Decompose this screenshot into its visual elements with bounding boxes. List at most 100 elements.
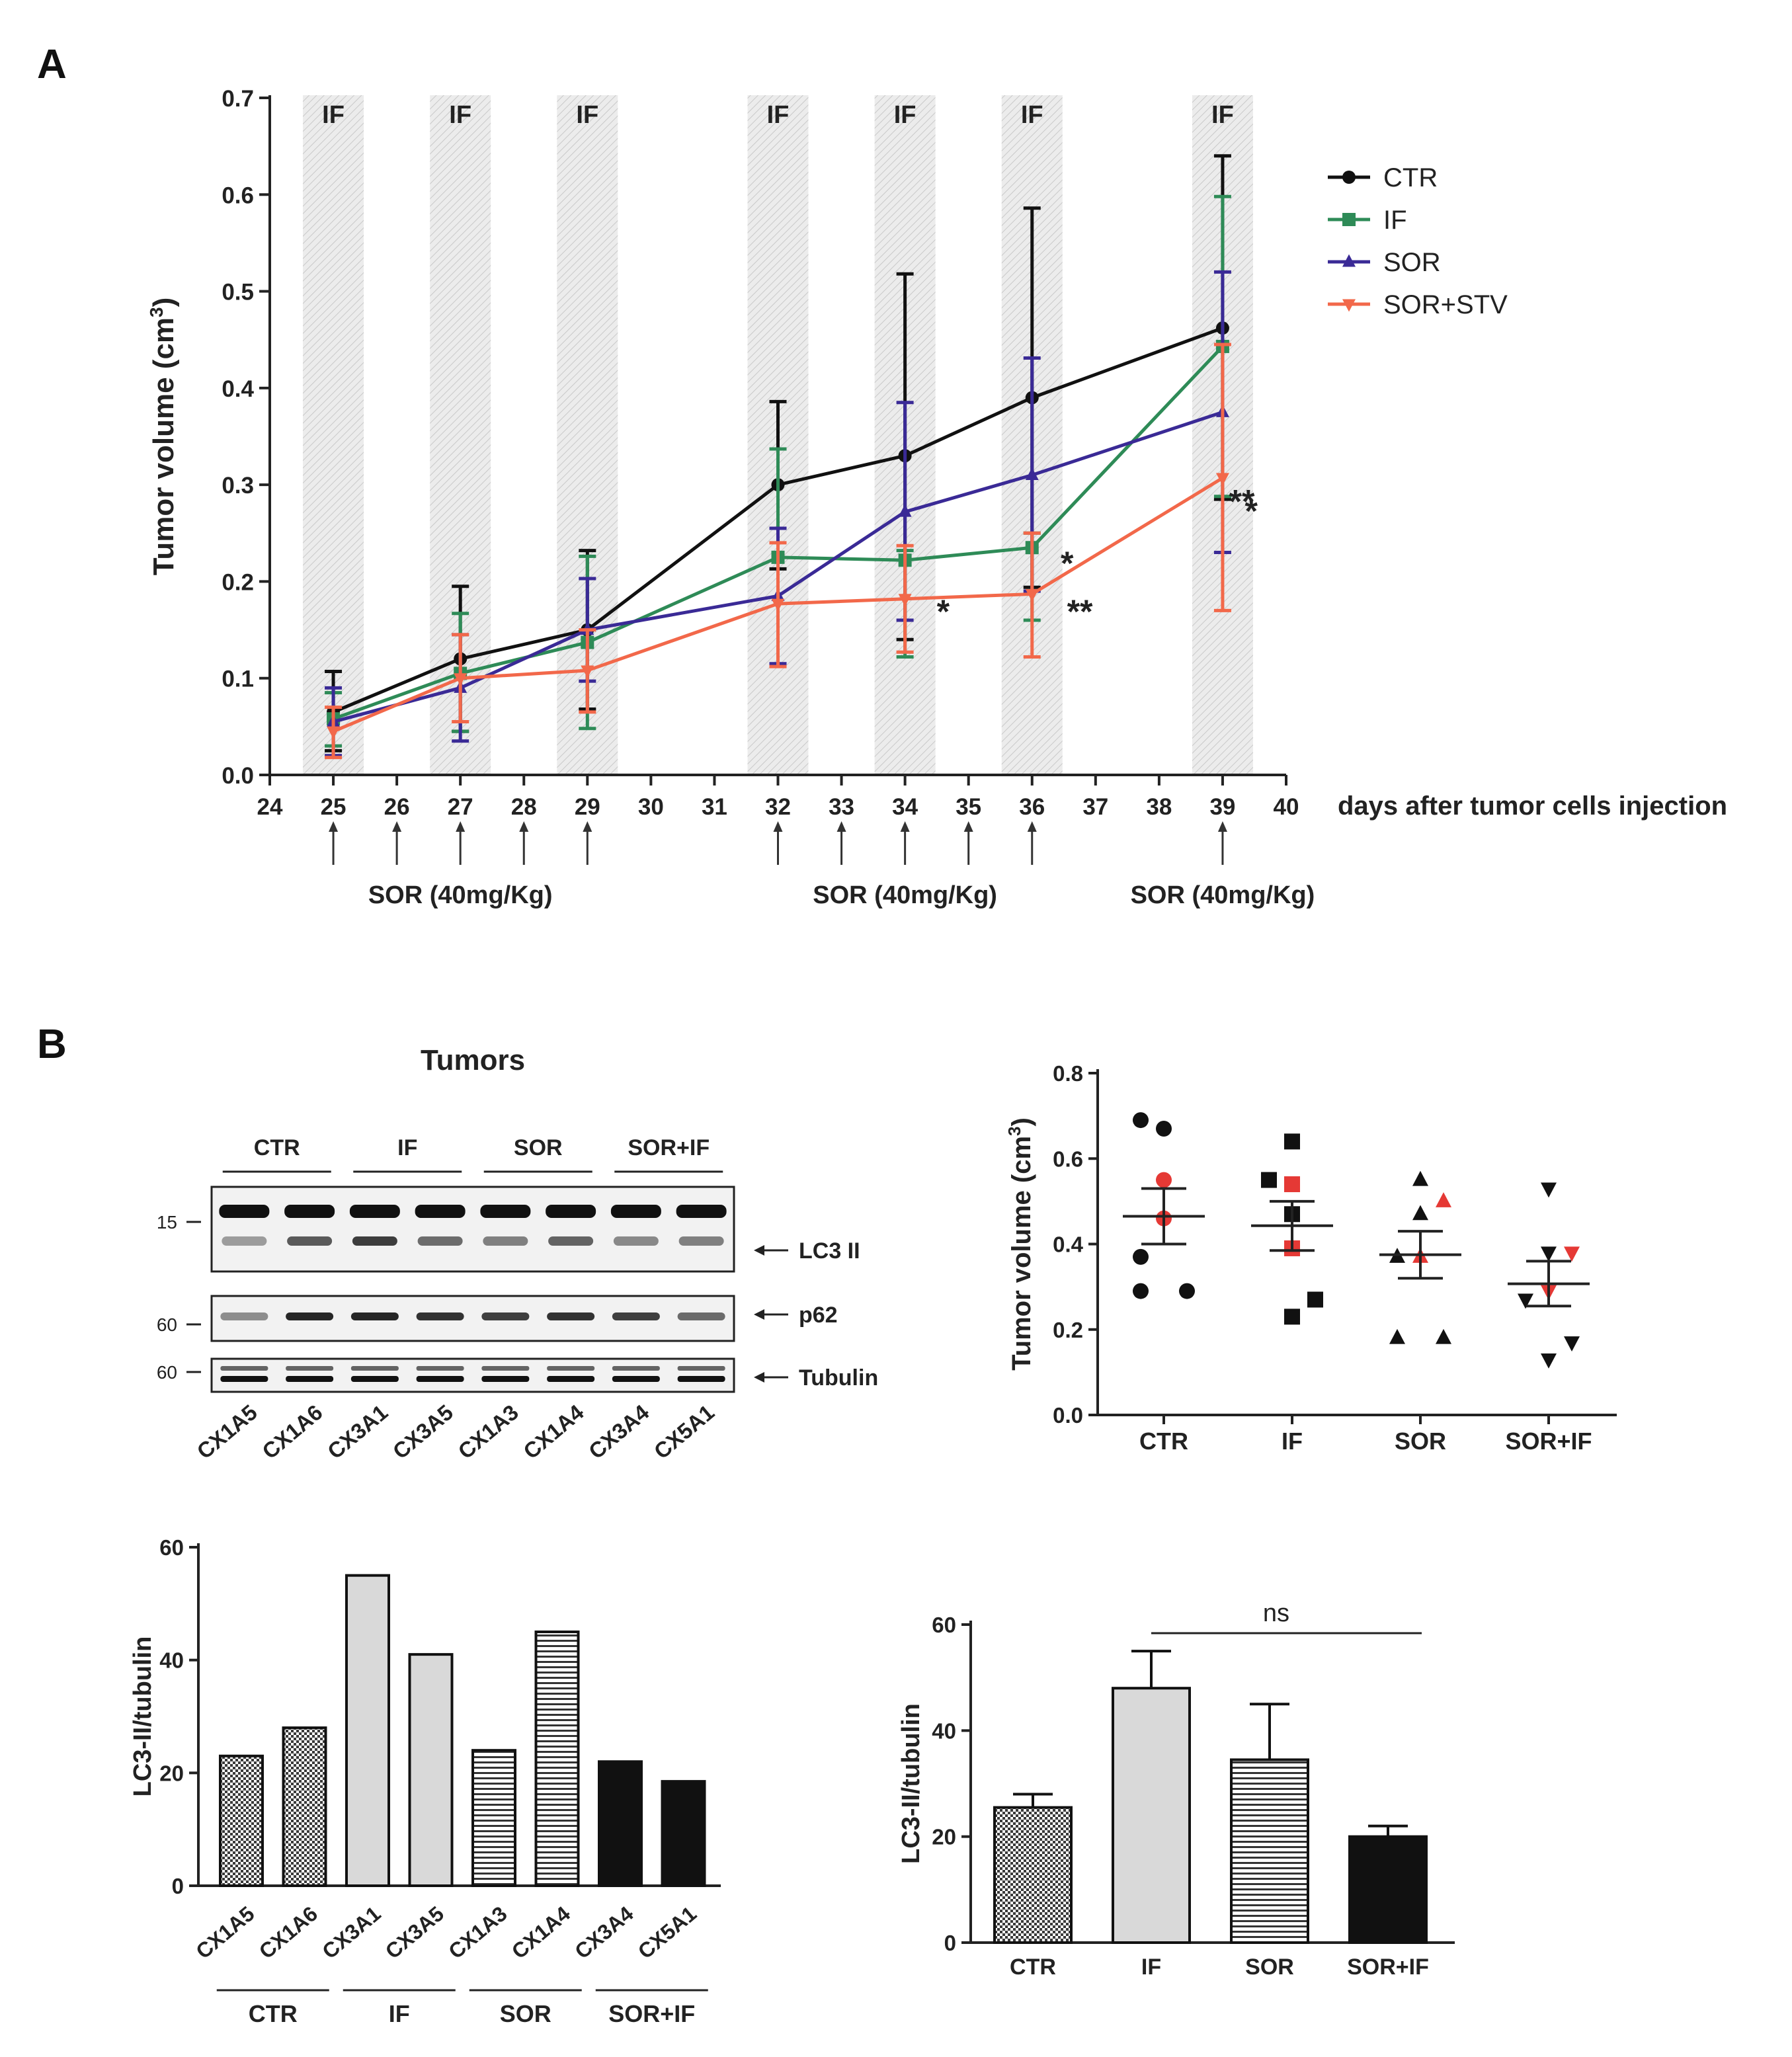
bar-cx3a4 (598, 1760, 643, 1887)
x-tick-label: 40 (1274, 794, 1299, 820)
x-tick-label: CX1A3 (444, 1902, 511, 1964)
data-point (1284, 1309, 1300, 1325)
x-tick-label: CX1A5 (191, 1902, 259, 1964)
y-tick-label: 0.0 (1053, 1403, 1083, 1428)
point-sorstv (454, 673, 468, 686)
data-point (1412, 1170, 1428, 1186)
protein-arrowhead (754, 1372, 764, 1383)
band-tubulin-lower (481, 1376, 530, 1382)
treatment-arrowhead (583, 821, 592, 832)
x-tick-label: IF (1282, 1428, 1303, 1455)
legend-label-sor: SOR (1383, 248, 1441, 277)
x-tick-label: 30 (638, 794, 664, 820)
band-lc3-ii (352, 1236, 397, 1246)
bar-cx5a1 (661, 1780, 706, 1887)
band-lc3-i (480, 1205, 531, 1218)
x-axis-label: days after tumor cells injection (1338, 791, 1727, 821)
mw-marker-label: 60 (157, 1314, 177, 1335)
x-tick-label: 38 (1146, 794, 1172, 820)
band-p62 (547, 1312, 595, 1320)
band-lc3-i (415, 1205, 466, 1218)
if-band (303, 95, 364, 775)
band-lc3-i (349, 1205, 400, 1218)
group-label: CTR (249, 2000, 298, 2027)
data-point-highlight (1284, 1176, 1300, 1193)
y-axis-label-sup: 3 (1004, 1126, 1024, 1135)
lane-label: CX3A1 (323, 1400, 392, 1464)
x-tick-label: CX3A1 (317, 1902, 385, 1964)
y-axis-label: LC3-II/tubulin (129, 1636, 157, 1797)
y-tick-label: 0.4 (1053, 1232, 1084, 1257)
data-point-highlight (1156, 1172, 1172, 1188)
y-axis-label: Tumor volume (cm3) (1004, 1117, 1036, 1371)
data-point (1179, 1283, 1195, 1299)
x-tick-label: 36 (1019, 794, 1045, 820)
treatment-arrowhead (519, 821, 529, 832)
data-point (1133, 1112, 1149, 1129)
x-tick-label: 39 (1209, 794, 1235, 820)
y-tick-label: 40 (932, 1718, 956, 1743)
data-point (1389, 1328, 1405, 1344)
data-point (1412, 1205, 1428, 1221)
x-tick-label: CTR (1139, 1428, 1188, 1455)
x-tick-label: 26 (384, 794, 410, 820)
data-point (1518, 1293, 1533, 1309)
treatment-label: SOR (40mg/Kg) (1131, 881, 1315, 909)
lane-label: CX1A3 (454, 1400, 523, 1464)
significance-mark: * (1061, 545, 1074, 582)
y-axis-label-sup: 3 (146, 307, 167, 317)
band-tubulin-upper (677, 1366, 725, 1371)
legend-marker-sorstv (1342, 299, 1356, 312)
if-band-label: IF (322, 101, 345, 129)
x-tick-label: SOR+IF (1505, 1428, 1592, 1455)
if-band-label: IF (576, 101, 598, 129)
x-tick-label: 24 (257, 794, 283, 820)
y-tick-label: 0.3 (222, 473, 254, 499)
x-tick-label: 33 (829, 794, 854, 820)
x-tick-label: IF (1141, 1955, 1161, 1980)
data-point (1436, 1328, 1451, 1344)
treatment-arrowhead (329, 821, 339, 832)
band-tubulin-lower (350, 1376, 399, 1382)
data-point (1133, 1283, 1149, 1299)
bar-cx3a5 (408, 1653, 454, 1887)
data-point (1307, 1291, 1323, 1308)
band-tubulin-lower (677, 1376, 725, 1382)
y-axis-label: Tumor volume (cm3) (146, 298, 180, 576)
treatment-arrowhead (1217, 821, 1227, 832)
treatment-arrowhead (456, 821, 466, 832)
if-band-label: IF (1211, 101, 1234, 129)
group-label: SOR (500, 2000, 551, 2027)
band-tubulin-upper (547, 1366, 595, 1371)
y-tick-label: 0 (172, 1874, 184, 1898)
band-tubulin-upper (481, 1366, 530, 1371)
band-tubulin-upper (416, 1366, 464, 1371)
band-lc3-i (610, 1205, 661, 1218)
point-sor (898, 504, 912, 517)
point-sorstv (771, 598, 785, 612)
y-tick-label: 20 (159, 1761, 184, 1785)
x-tick-label: CX1A4 (507, 1902, 575, 1964)
bar-cx1a3 (471, 1749, 516, 1887)
protein-label: p62 (799, 1303, 838, 1328)
data-point (1564, 1336, 1580, 1351)
band-p62 (481, 1312, 530, 1320)
x-tick-label: CX3A4 (570, 1902, 637, 1964)
y-tick-label: 60 (932, 1613, 956, 1637)
blot-membrane (210, 1357, 735, 1393)
band-lc3-ii (613, 1236, 659, 1246)
x-tick-label: SOR (1245, 1955, 1294, 1980)
x-tick-label: CX3A5 (381, 1902, 448, 1964)
lane-label: CX5A1 (649, 1400, 719, 1464)
data-point (1541, 1246, 1557, 1262)
blot-membrane (210, 1186, 735, 1273)
y-tick-label: 40 (159, 1648, 184, 1673)
treatment-arrowhead (836, 821, 846, 832)
significance-mark: * (937, 593, 950, 630)
data-point (1261, 1172, 1277, 1188)
legend-label-sorstv: SOR+STV (1383, 290, 1508, 319)
y-tick-label: 20 (932, 1825, 956, 1849)
if-band-label: IF (767, 101, 790, 129)
protein-label: Tubulin (799, 1365, 878, 1391)
band-tubulin-lower (416, 1376, 464, 1382)
